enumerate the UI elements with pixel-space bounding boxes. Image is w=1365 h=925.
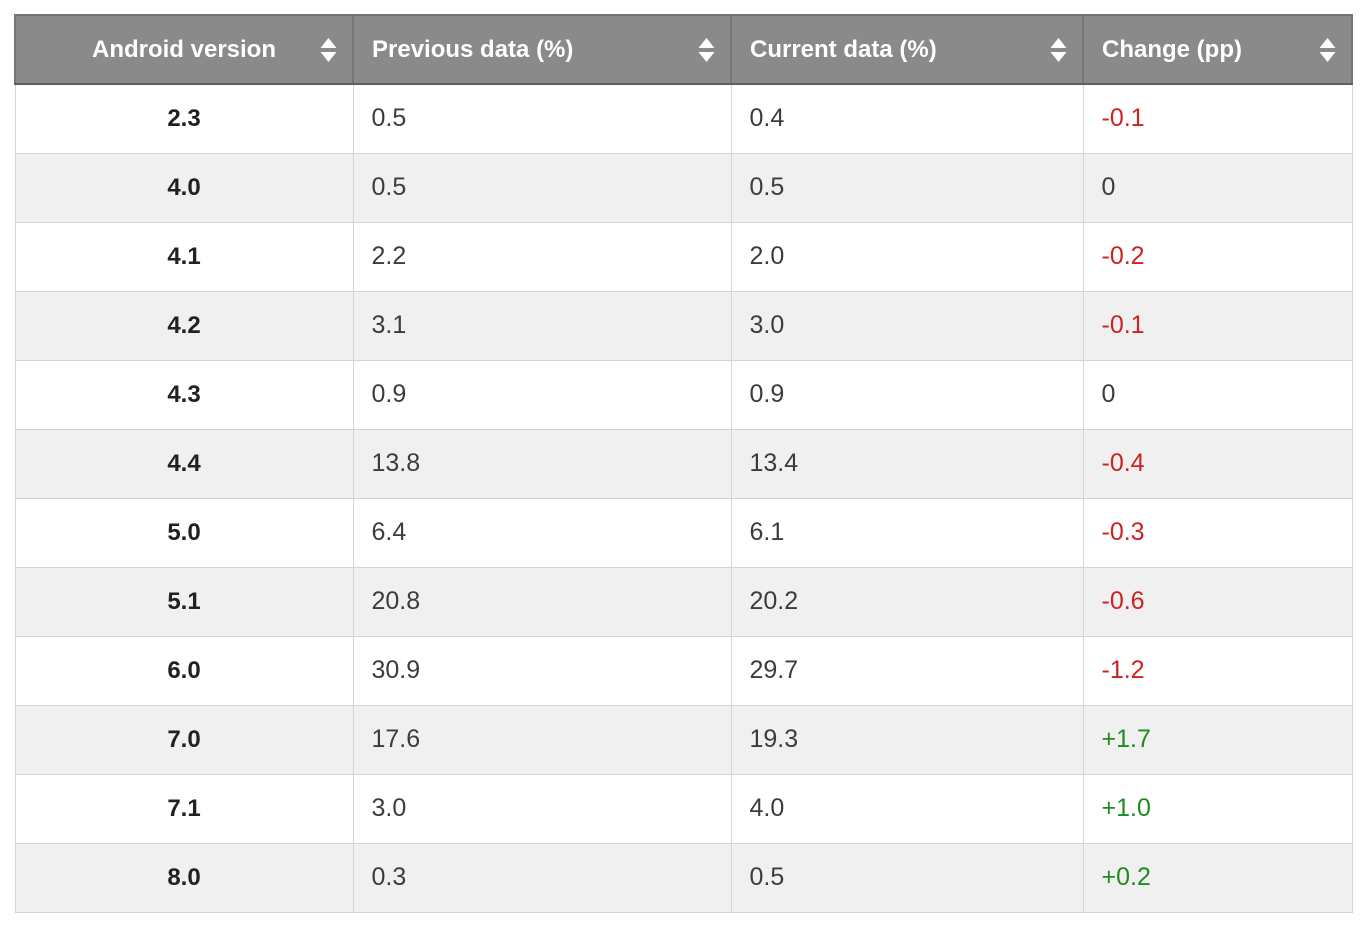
column-header-previous-data[interactable]: Previous data (%) — [352, 14, 732, 85]
current-data-cell: 19.3 — [730, 704, 1084, 775]
previous-data-cell: 17.6 — [352, 704, 732, 775]
table-row: 5.1 20.8 20.2 -0.6 — [14, 566, 1353, 637]
table-row: 4.3 0.9 0.9 0 — [14, 359, 1353, 430]
table-row: 2.3 0.5 0.4 -0.1 — [14, 83, 1353, 154]
header-row: Android version Previous data (%) — [14, 14, 1353, 85]
column-header-label: Previous data (%) — [372, 35, 574, 63]
change-cell: +0.2 — [1082, 842, 1353, 913]
column-header-change[interactable]: Change (pp) — [1082, 14, 1353, 85]
version-cell: 4.2 — [14, 290, 354, 361]
version-cell: 4.3 — [14, 359, 354, 430]
current-data-cell: 0.5 — [730, 842, 1084, 913]
sort-arrows-icon — [1050, 37, 1067, 62]
change-cell: -0.6 — [1082, 566, 1353, 637]
sort-arrows-icon — [698, 37, 715, 62]
version-cell: 6.0 — [14, 635, 354, 706]
previous-data-cell: 0.9 — [352, 359, 732, 430]
change-cell: -1.2 — [1082, 635, 1353, 706]
current-data-cell: 2.0 — [730, 221, 1084, 292]
previous-data-cell: 3.1 — [352, 290, 732, 361]
version-cell: 4.1 — [14, 221, 354, 292]
previous-data-cell: 0.3 — [352, 842, 732, 913]
current-data-cell: 20.2 — [730, 566, 1084, 637]
previous-data-cell: 0.5 — [352, 83, 732, 154]
change-cell: +1.7 — [1082, 704, 1353, 775]
previous-data-cell: 6.4 — [352, 497, 732, 568]
version-cell: 4.0 — [14, 152, 354, 223]
column-header-label: Change (pp) — [1102, 35, 1242, 63]
previous-data-cell: 20.8 — [352, 566, 732, 637]
column-header-android-version[interactable]: Android version — [14, 14, 354, 85]
change-cell: -0.1 — [1082, 83, 1353, 154]
current-data-cell: 13.4 — [730, 428, 1084, 499]
current-data-cell: 29.7 — [730, 635, 1084, 706]
table-row: 4.0 0.5 0.5 0 — [14, 152, 1353, 223]
previous-data-cell: 3.0 — [352, 773, 732, 844]
previous-data-cell: 13.8 — [352, 428, 732, 499]
change-cell: +1.0 — [1082, 773, 1353, 844]
version-cell: 2.3 — [14, 83, 354, 154]
android-version-distribution-table: Android version Previous data (%) — [14, 14, 1353, 913]
table-header: Android version Previous data (%) — [14, 14, 1353, 85]
current-data-cell: 0.5 — [730, 152, 1084, 223]
current-data-cell: 0.4 — [730, 83, 1084, 154]
change-cell: -0.2 — [1082, 221, 1353, 292]
sort-arrows-icon — [1319, 37, 1336, 62]
current-data-cell: 0.9 — [730, 359, 1084, 430]
table-body: 2.3 0.5 0.4 -0.1 4.0 0.5 0.5 0 4.1 2.2 2.0 -0.2 4.2 3… — [14, 83, 1353, 913]
table-row: 7.0 17.6 19.3 +1.7 — [14, 704, 1353, 775]
table-row: 8.0 0.3 0.5 +0.2 — [14, 842, 1353, 913]
version-cell: 8.0 — [14, 842, 354, 913]
table-row: 5.0 6.4 6.1 -0.3 — [14, 497, 1353, 568]
change-cell: -0.4 — [1082, 428, 1353, 499]
previous-data-cell: 2.2 — [352, 221, 732, 292]
previous-data-cell: 30.9 — [352, 635, 732, 706]
previous-data-cell: 0.5 — [352, 152, 732, 223]
column-header-label: Android version — [91, 35, 277, 63]
current-data-cell: 6.1 — [730, 497, 1084, 568]
version-cell: 5.0 — [14, 497, 354, 568]
table-row: 4.4 13.8 13.4 -0.4 — [14, 428, 1353, 499]
current-data-cell: 4.0 — [730, 773, 1084, 844]
table-row: 4.2 3.1 3.0 -0.1 — [14, 290, 1353, 361]
version-cell: 7.0 — [14, 704, 354, 775]
version-cell: 7.1 — [14, 773, 354, 844]
sort-arrows-icon — [320, 37, 337, 62]
version-cell: 5.1 — [14, 566, 354, 637]
table-row: 7.1 3.0 4.0 +1.0 — [14, 773, 1353, 844]
current-data-cell: 3.0 — [730, 290, 1084, 361]
column-header-current-data[interactable]: Current data (%) — [730, 14, 1084, 85]
change-cell: 0 — [1082, 359, 1353, 430]
change-cell: 0 — [1082, 152, 1353, 223]
table-row: 4.1 2.2 2.0 -0.2 — [14, 221, 1353, 292]
column-header-label: Current data (%) — [750, 35, 937, 63]
change-cell: -0.3 — [1082, 497, 1353, 568]
change-cell: -0.1 — [1082, 290, 1353, 361]
table-row: 6.0 30.9 29.7 -1.2 — [14, 635, 1353, 706]
version-cell: 4.4 — [14, 428, 354, 499]
